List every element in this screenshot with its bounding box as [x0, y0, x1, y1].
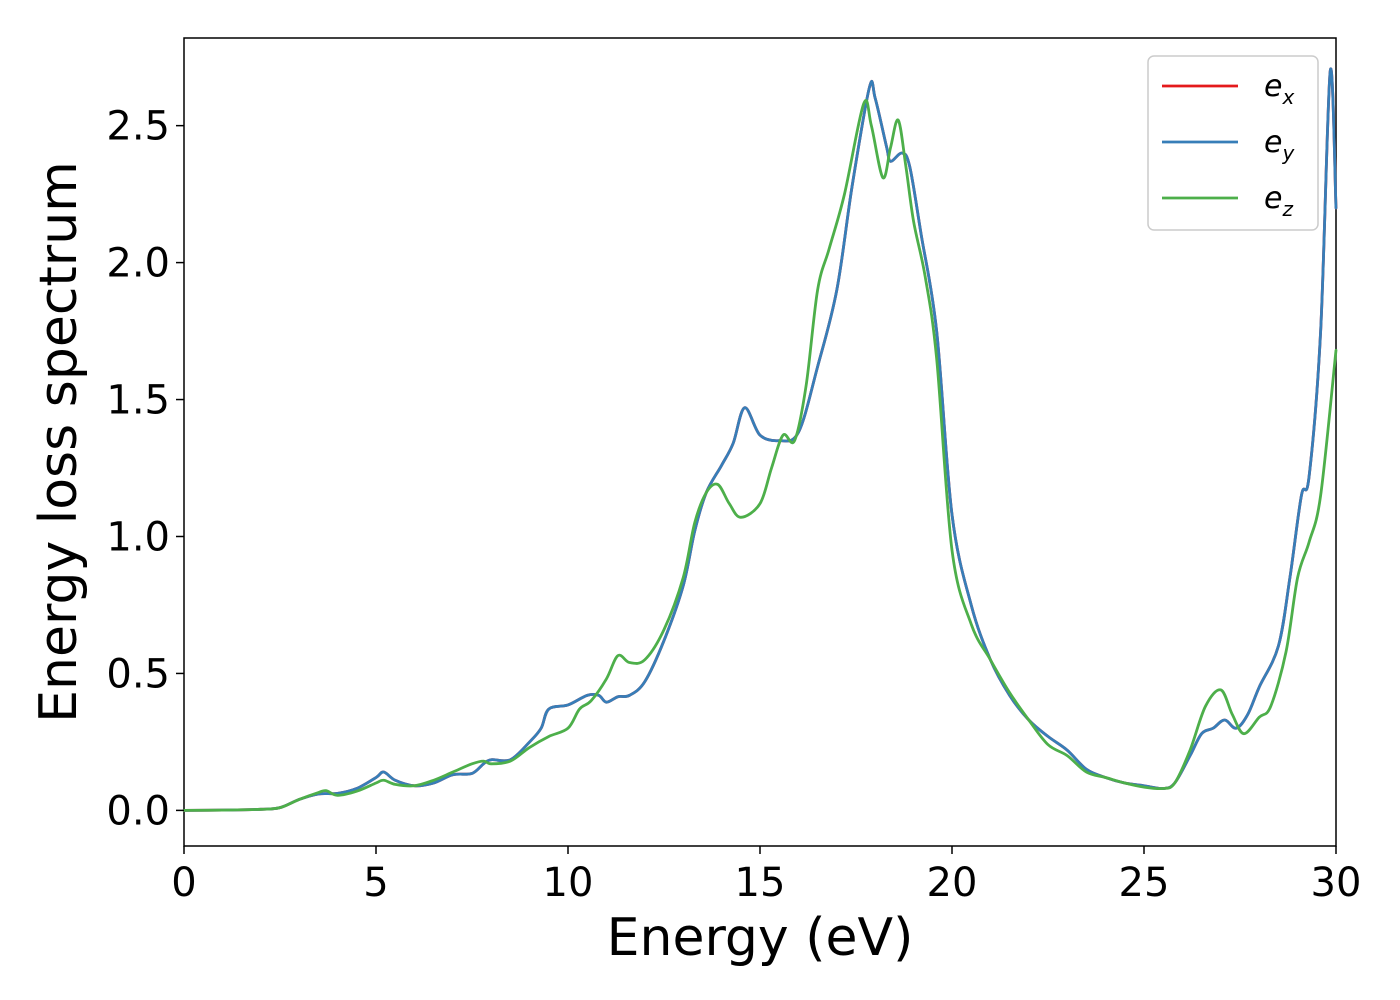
legend-subscript: z — [1281, 197, 1293, 221]
legend-subscript: y — [1281, 141, 1295, 165]
x-tick-label: 15 — [735, 860, 786, 906]
series-layer — [182, 67, 1338, 812]
y-tick-label: 2.5 — [106, 104, 170, 150]
legend-subscript: x — [1281, 85, 1294, 109]
y-tick-label: 1.0 — [106, 514, 170, 560]
x-tick-label: 10 — [543, 860, 594, 906]
y-tick-label: 1.5 — [106, 378, 170, 424]
x-tick-label: 0 — [171, 860, 196, 906]
ticks-layer: 0 5 10 15 20 25 30 0.0 0.5 1.0 1.5 2.0 2.5 — [106, 104, 1361, 906]
x-tick-label: 30 — [1311, 860, 1362, 906]
x-tick-label: 5 — [363, 860, 388, 906]
x-tick-label: 20 — [927, 860, 978, 906]
x-axis-label: Energy (eV) — [607, 908, 914, 968]
y-tick-label: 2.0 — [106, 241, 170, 287]
y-tick-label: 0.5 — [106, 651, 170, 697]
x-tick-label: 25 — [1119, 860, 1170, 906]
y-axis-label: Energy loss spectrum — [29, 161, 89, 723]
series-line-y — [182, 67, 1338, 812]
y-tick-label: 0.0 — [106, 788, 170, 834]
legend-label-x: ex — [1264, 69, 1294, 109]
series-line-z — [182, 99, 1338, 812]
